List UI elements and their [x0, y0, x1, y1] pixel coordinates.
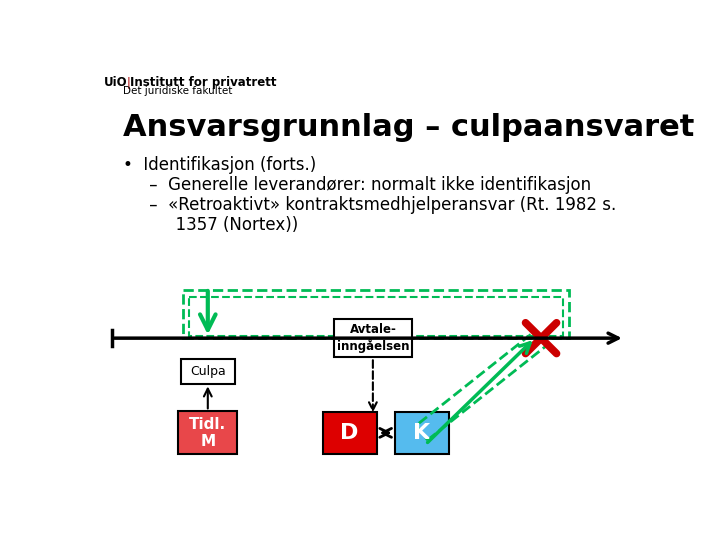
Bar — [334, 319, 412, 357]
Text: K: K — [413, 423, 431, 443]
Text: ❘: ❘ — [123, 76, 133, 89]
Bar — [395, 411, 449, 454]
Text: •  Identifikasjon (forts.): • Identifikasjon (forts.) — [122, 156, 316, 174]
Text: D: D — [341, 423, 359, 443]
Text: Culpa: Culpa — [190, 364, 225, 378]
Text: Ansvarsgrunnlag – culpaansvaret: Ansvarsgrunnlag – culpaansvaret — [122, 112, 694, 141]
Text: Institutt for privatrett: Institutt for privatrett — [130, 76, 276, 89]
Bar — [189, 298, 563, 336]
Bar — [179, 411, 238, 455]
Text: Det juridiske fakultet: Det juridiske fakultet — [123, 86, 233, 96]
Text: 1357 (Nortex)): 1357 (Nortex)) — [122, 215, 298, 234]
Text: –  Generelle leverandører: normalt ikke identifikasjon: – Generelle leverandører: normalt ikke i… — [122, 176, 590, 194]
Bar — [323, 411, 377, 454]
Text: Tidl.
M: Tidl. M — [189, 417, 226, 449]
Text: Avtale-
inngåelsen: Avtale- inngåelsen — [337, 323, 409, 353]
Text: UiO: UiO — [104, 76, 127, 89]
Text: –  «Retroaktivt» kontraktsmedhjelperansvar (Rt. 1982 s.: – «Retroaktivt» kontraktsmedhjelperansva… — [122, 195, 616, 214]
Bar — [181, 359, 235, 383]
Bar — [183, 289, 569, 338]
